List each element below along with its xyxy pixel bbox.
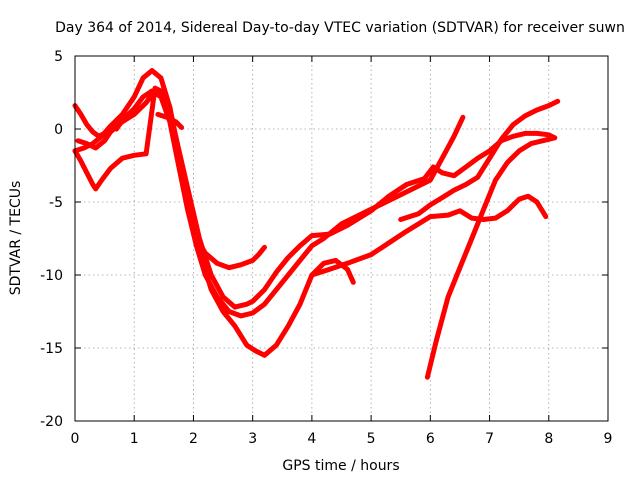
x-tick-label: 4 bbox=[307, 431, 316, 447]
series-track-f bbox=[309, 193, 549, 278]
x-tick-label: 9 bbox=[604, 431, 613, 447]
x-tick-label: 5 bbox=[367, 431, 376, 447]
series-track-d bbox=[75, 88, 558, 310]
tick-layer: 0 1 2 3 4 5 6 7 8 9 5 0 -5 -10 -15 -20 bbox=[40, 49, 612, 447]
y-tick-label: -10 bbox=[40, 268, 63, 284]
x-tick-label: 2 bbox=[189, 431, 198, 447]
series-track-h bbox=[398, 98, 561, 222]
x-tick-label: 0 bbox=[71, 431, 80, 447]
y-tick-label: 5 bbox=[54, 49, 63, 65]
y-axis-label: SDTVAR / TECUs bbox=[8, 181, 24, 296]
x-tick-label: 1 bbox=[130, 431, 139, 447]
x-axis-label: GPS time / hours bbox=[282, 458, 399, 474]
y-tick-label: -15 bbox=[40, 341, 63, 357]
grid-layer bbox=[75, 56, 608, 421]
series-layer bbox=[72, 68, 561, 380]
y-tick-label: -5 bbox=[49, 195, 63, 211]
x-tick-label: 3 bbox=[248, 431, 257, 447]
series-track-g bbox=[424, 135, 558, 380]
series-track-c bbox=[72, 88, 466, 319]
series-track-a bbox=[72, 68, 267, 271]
chart-title: Day 364 of 2014, Sidereal Day-to-day VTE… bbox=[55, 20, 625, 36]
plot-frame bbox=[74, 55, 609, 422]
x-tick-label: 8 bbox=[544, 431, 553, 447]
series-track-e bbox=[155, 111, 185, 130]
x-tick-label: 6 bbox=[426, 431, 435, 447]
y-tick-label: 0 bbox=[54, 122, 63, 138]
y-tick-label: -20 bbox=[40, 414, 63, 430]
x-tick-label: 7 bbox=[485, 431, 494, 447]
